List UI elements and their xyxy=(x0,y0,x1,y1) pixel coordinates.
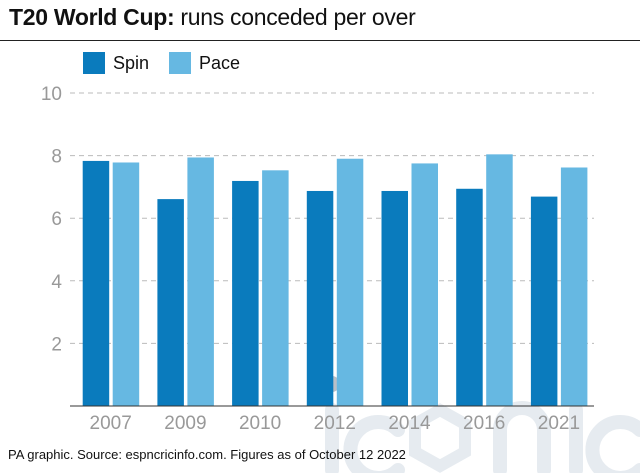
y-tick-label: 4 xyxy=(51,272,62,293)
bar-spin-2007 xyxy=(82,160,110,406)
watermark-stroke xyxy=(493,401,551,473)
bar-spin-2009 xyxy=(157,199,184,406)
bar-pace-2021 xyxy=(560,167,588,406)
legend-item-spin: Spin xyxy=(83,52,149,74)
y-tick-label: 8 xyxy=(51,147,62,168)
watermark-stroke xyxy=(343,415,405,473)
source-footer: PA graphic. Source: espncricinfo.com. Fi… xyxy=(8,447,406,462)
bar-pace-2010 xyxy=(262,170,289,406)
x-tick-label: 2007 xyxy=(90,413,132,434)
y-tick-label: 10 xyxy=(41,84,62,105)
bar-spin-2014 xyxy=(381,190,408,406)
x-tick-label: 2010 xyxy=(239,413,281,434)
x-tick-label: 2014 xyxy=(388,413,431,434)
legend-item-pace: Pace xyxy=(169,52,240,74)
bar-spin-2016 xyxy=(456,188,483,406)
watermark-hexagon xyxy=(409,403,471,473)
title-rest: runs conceded per over xyxy=(174,4,416,30)
bar-pace-2014 xyxy=(411,163,438,406)
bar-spin-2021 xyxy=(530,196,558,406)
title-bold: T20 World Cup: xyxy=(9,4,175,30)
y-tick-label: 6 xyxy=(51,209,62,230)
bar-spin-2010 xyxy=(232,180,259,406)
x-tick-label: 2016 xyxy=(463,413,505,434)
bar-spin-2012 xyxy=(306,190,334,406)
x-tick-label: 2009 xyxy=(164,413,206,434)
legend-label-spin: Spin xyxy=(113,52,150,73)
bar-pace-2007 xyxy=(112,162,140,406)
y-tick-label: 2 xyxy=(51,334,62,355)
legend: Spin Pace xyxy=(83,52,240,74)
title-divider xyxy=(0,40,640,41)
legend-label-pace: Pace xyxy=(199,52,241,73)
x-tick-label: 2012 xyxy=(314,413,356,434)
bar-pace-2016 xyxy=(486,154,513,406)
bar-pace-2009 xyxy=(187,157,214,406)
legend-swatch-pace xyxy=(169,52,192,74)
bar-pace-2012 xyxy=(336,158,364,406)
watermark-stroke xyxy=(585,415,640,473)
chart-title: T20 World Cup: runs conceded per over xyxy=(9,4,416,31)
x-tick-label: 2021 xyxy=(538,413,580,434)
legend-swatch-spin xyxy=(83,52,105,74)
